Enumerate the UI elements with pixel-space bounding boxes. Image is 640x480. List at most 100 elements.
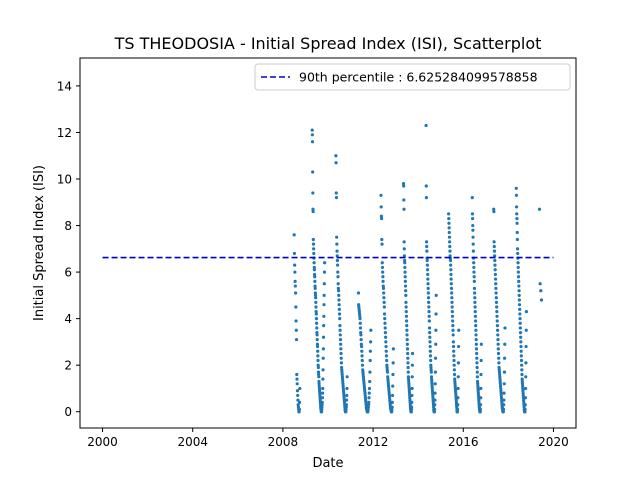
data-point — [429, 375, 434, 379]
data-point — [313, 275, 317, 279]
data-point — [361, 368, 365, 372]
data-point — [473, 296, 477, 300]
data-point — [453, 382, 457, 386]
data-point — [475, 356, 479, 360]
data-point — [336, 263, 340, 267]
data-point — [337, 303, 341, 307]
data-point — [366, 407, 370, 411]
data-point — [493, 258, 497, 263]
data-point — [521, 391, 525, 395]
data-point — [311, 191, 315, 195]
data-point — [502, 398, 506, 402]
data-point — [339, 351, 343, 356]
legend-box — [254, 63, 571, 91]
y-axis-ticks: 0 2 4 6 8 10 12 14 — [57, 79, 80, 419]
x-tick-label: 2012 — [358, 435, 389, 449]
data-point — [363, 396, 368, 400]
data-point — [522, 400, 526, 404]
data-point — [426, 286, 430, 290]
data-point — [520, 377, 524, 381]
data-point — [449, 277, 453, 281]
data-point — [451, 340, 455, 344]
data-point — [317, 379, 321, 384]
data-point — [344, 403, 348, 407]
data-point — [518, 330, 523, 335]
data-point — [470, 212, 475, 216]
data-point — [424, 184, 428, 188]
data-point — [335, 249, 339, 253]
data-point — [473, 291, 477, 295]
data-point — [474, 347, 479, 351]
data-point — [403, 261, 407, 265]
data-point — [429, 368, 433, 372]
data-point — [388, 396, 392, 400]
data-point — [405, 347, 410, 351]
data-point — [474, 333, 478, 337]
data-point — [390, 393, 395, 398]
data-point — [320, 403, 324, 407]
data-point — [403, 284, 408, 288]
data-point — [479, 358, 483, 363]
data-point — [428, 340, 432, 344]
data-point — [406, 370, 410, 374]
data-point — [475, 370, 479, 374]
data-point — [340, 368, 344, 372]
data-point — [520, 363, 524, 367]
data-point — [475, 379, 480, 384]
data-point — [313, 286, 317, 290]
data-point — [384, 340, 388, 344]
data-point — [516, 275, 521, 279]
x-tick-label: 2016 — [448, 435, 479, 449]
data-point — [386, 384, 391, 388]
data-point — [448, 258, 453, 263]
data-point — [402, 247, 406, 251]
data-point — [312, 247, 316, 251]
data-point — [383, 330, 387, 335]
data-point — [496, 337, 500, 342]
data-point — [472, 286, 477, 290]
data-point — [475, 375, 480, 379]
data-point — [472, 279, 476, 283]
data-point — [362, 379, 366, 384]
data-point — [364, 398, 368, 402]
data-point — [456, 396, 460, 400]
data-point — [428, 349, 432, 353]
data-point — [496, 351, 501, 356]
data-point — [318, 391, 322, 395]
data-point — [386, 377, 390, 381]
data-point — [498, 379, 502, 384]
data-point — [497, 370, 502, 374]
data-point — [409, 410, 413, 414]
data-point — [337, 298, 341, 302]
data-point — [407, 386, 411, 391]
data-point — [447, 235, 452, 239]
data-point — [408, 398, 412, 402]
data-point — [344, 405, 348, 409]
data-point — [313, 293, 318, 297]
data-point — [338, 317, 342, 321]
data-point — [523, 386, 528, 391]
data-point — [322, 324, 326, 328]
data-point — [518, 312, 522, 316]
data-point — [358, 317, 362, 321]
data-point — [499, 396, 504, 400]
data-point — [361, 372, 365, 377]
data-point — [492, 209, 496, 214]
data-point — [519, 340, 523, 344]
data-point — [494, 282, 498, 286]
data-point — [403, 270, 407, 274]
data-point — [293, 270, 297, 274]
plot-frame — [79, 57, 577, 429]
data-point — [406, 375, 411, 379]
data-point — [498, 375, 502, 379]
data-point — [472, 275, 476, 279]
data-point — [432, 410, 437, 414]
data-point — [386, 375, 390, 379]
data-point — [295, 389, 300, 393]
data-point — [499, 386, 503, 391]
data-point — [474, 328, 478, 332]
data-point — [322, 293, 326, 297]
data-point — [318, 389, 322, 393]
data-point — [338, 328, 342, 332]
data-point — [362, 377, 366, 381]
